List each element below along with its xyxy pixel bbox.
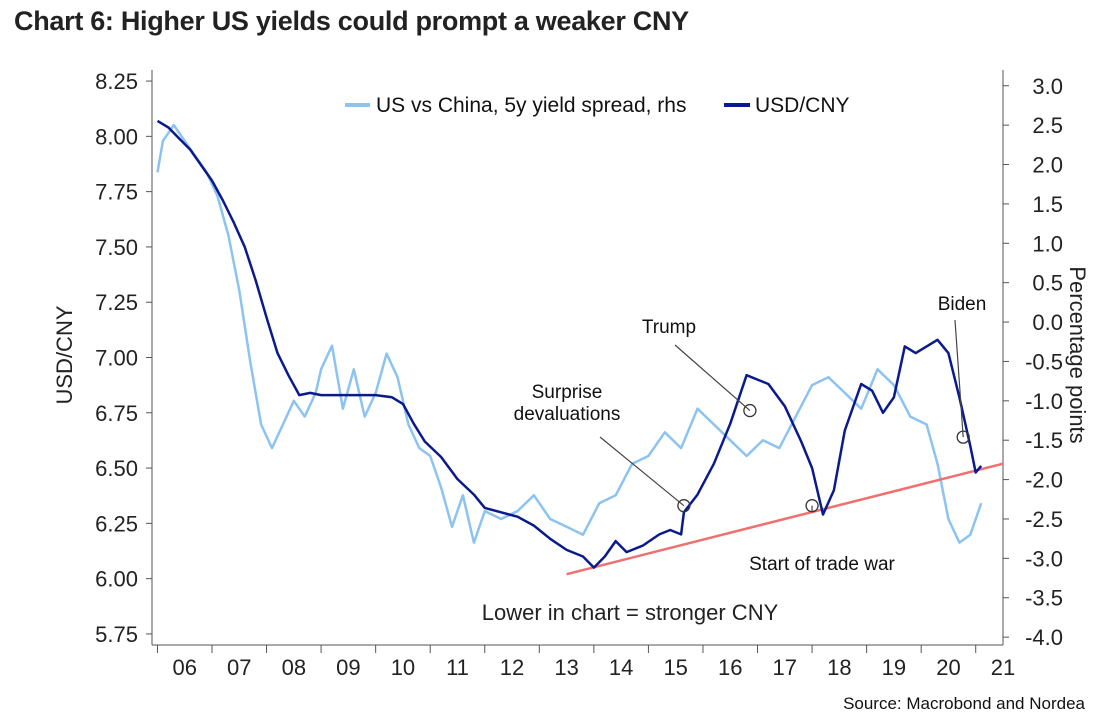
- annotation-label: Trump: [642, 317, 696, 338]
- annotation-label: Start of trade war: [749, 554, 895, 575]
- page-title: Chart 6: Higher US yields could prompt a…: [14, 6, 689, 36]
- y-tick-label: 5.75: [95, 622, 138, 647]
- y-tick-label: 6.50: [95, 456, 138, 481]
- y2-tick-label: -3.5: [1025, 586, 1063, 611]
- annotation-marker: [677, 499, 691, 513]
- y-tick-label: 7.25: [95, 290, 138, 315]
- y-tick-label: 6.75: [95, 401, 138, 426]
- legend-label-spread: US vs China, 5y yield spread, rhs: [376, 94, 686, 117]
- x-tick-label: 13: [554, 655, 578, 680]
- x-tick-label: 11: [446, 655, 469, 680]
- y2-tick-label: -4.0: [1025, 625, 1063, 650]
- y2-tick-label: -2.0: [1025, 468, 1063, 493]
- annotation-leader: [599, 436, 685, 507]
- x-tick-label: 16: [718, 655, 742, 680]
- y-axis-left-ticks: 5.75 6.00 6.25 6.50 6.75 7.00 7.25 7.50 7.75 8.00…: [95, 69, 152, 647]
- y-tick-label: 7.50: [95, 235, 138, 260]
- x-tick-label: 09: [336, 655, 360, 680]
- y-tick-label: 7.00: [95, 346, 138, 371]
- annotation-leader: [954, 319, 964, 438]
- y2-tick-label: 0.0: [1032, 310, 1063, 335]
- annotation-marker: [743, 403, 757, 418]
- legend-label-usdcny: USD/CNY: [755, 94, 850, 117]
- x-tick-label: 14: [609, 655, 633, 680]
- legend: US vs China, 5y yield spread, rhs USD/CN…: [345, 94, 850, 117]
- x-tick-label: 15: [663, 655, 687, 680]
- y-tick-label: 6.25: [95, 511, 138, 536]
- y2-tick-label: -3.0: [1025, 546, 1063, 571]
- y-axis-left-label: USD/CNY: [52, 305, 77, 404]
- chart-note: Lower in chart = stronger CNY: [482, 600, 779, 625]
- y2-tick-label: 2.0: [1032, 153, 1063, 178]
- y2-tick-label: -2.5: [1025, 507, 1063, 532]
- x-tick-label: 19: [882, 655, 906, 680]
- y2-tick-label: 1.0: [1032, 231, 1063, 256]
- y2-tick-label: -0.5: [1025, 349, 1063, 374]
- annotation-label: Surprise: [532, 382, 603, 403]
- y-tick-label: 6.00: [95, 567, 138, 592]
- x-tick-label: 10: [391, 655, 415, 680]
- y-tick-label: 8.25: [95, 69, 138, 94]
- y-axis-right-label: Percentage points: [1065, 266, 1090, 443]
- y2-tick-label: -1.5: [1025, 428, 1063, 453]
- x-axis-ticks: 06 07 08 09 10 11 12 13 14 15 16 17 18 19 20 21: [156, 645, 1015, 680]
- y-tick-label: 7.75: [95, 180, 138, 205]
- annotation-label-line2: devaluations: [514, 404, 621, 425]
- x-tick-label: 08: [282, 655, 306, 680]
- x-tick-label: 20: [936, 655, 960, 680]
- source-note: Source: Macrobond and Nordea: [843, 694, 1085, 713]
- x-tick-label: 17: [773, 655, 797, 680]
- y2-tick-label: 3.0: [1032, 74, 1063, 99]
- series-line-usdcny: [156, 119, 983, 569]
- annotation-leader: [674, 344, 751, 412]
- series-group: [156, 119, 1004, 576]
- y2-tick-label: 0.5: [1032, 271, 1063, 296]
- y2-tick-label: 2.5: [1032, 113, 1063, 138]
- y2-tick-label: -1.0: [1025, 389, 1063, 414]
- x-tick-label: 07: [227, 655, 251, 680]
- x-tick-label: 18: [827, 655, 851, 680]
- y2-tick-label: 1.5: [1032, 192, 1063, 217]
- annotation-label: Biden: [938, 294, 987, 315]
- trend-line: [566, 462, 1004, 576]
- x-tick-label: 06: [172, 655, 196, 680]
- series-line-yield-spread: [156, 123, 983, 544]
- x-tick-label: 21: [991, 655, 1015, 680]
- x-tick-label: 12: [500, 655, 524, 680]
- y-axis-right-ticks: -4.0 -3.5 -3.0 -2.5 -2.0 -1.5 -1.0 -0.5 0.0 0.5 1.…: [1003, 74, 1063, 650]
- y-tick-label: 8.00: [95, 124, 138, 149]
